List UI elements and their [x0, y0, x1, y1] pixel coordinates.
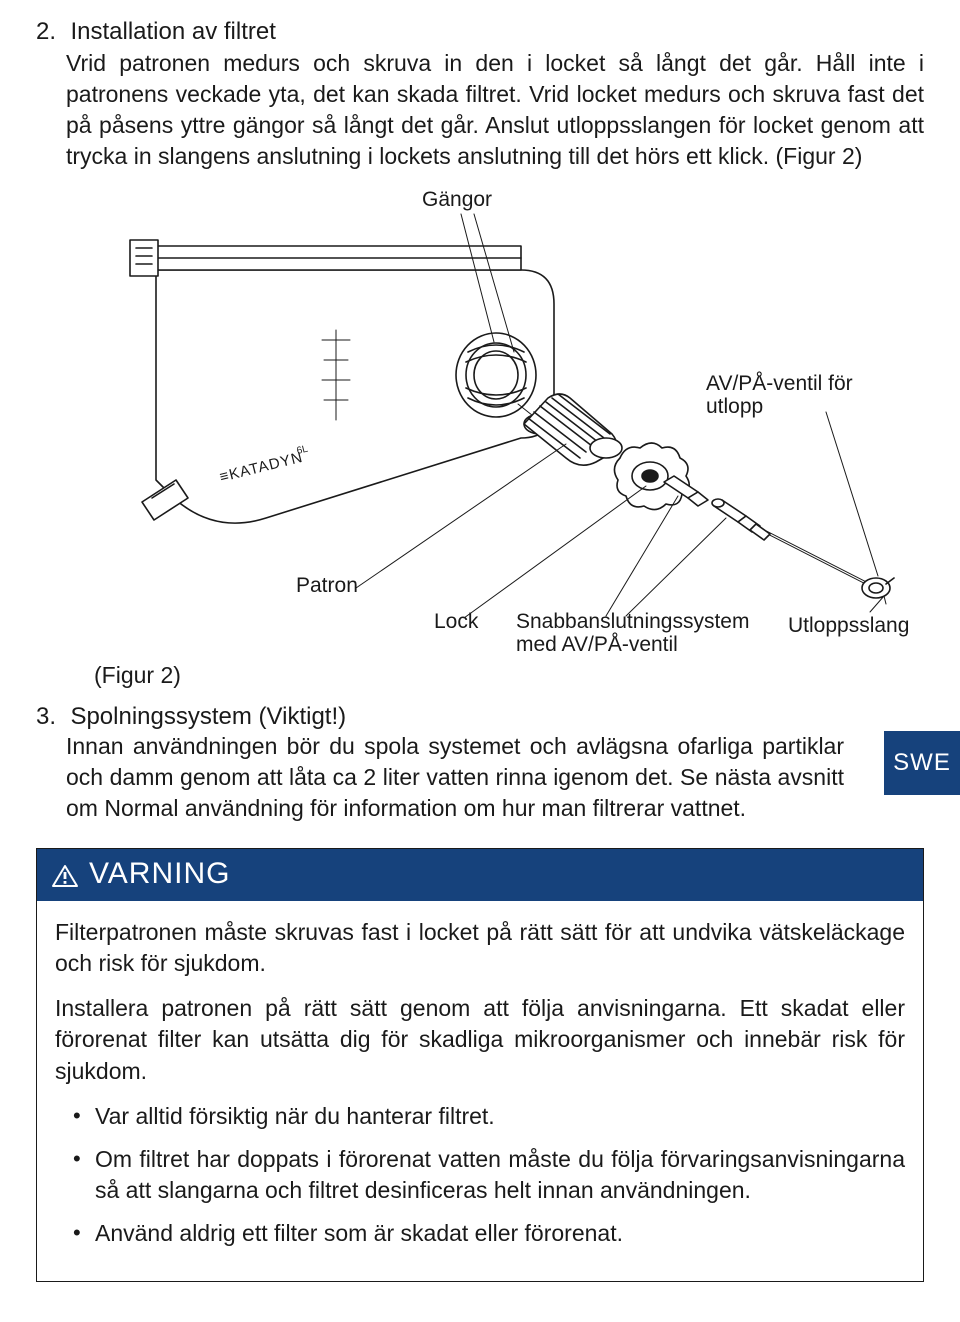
figure-label-quick-l2: med AV/PÅ-ventil — [516, 633, 678, 656]
figure-label-quick-l1: Snabbanslutningssystem — [516, 610, 749, 633]
language-tab: SWE — [884, 731, 960, 795]
warning-p1: Filterpatronen måste skruvas fast i lock… — [55, 917, 905, 979]
manual-page: 2. Installation av filtret Vrid patronen… — [0, 0, 960, 1322]
warning-box: VARNING Filterpatronen måste skruvas fas… — [36, 848, 924, 1281]
section-2-number: 2. — [36, 18, 66, 46]
section-2-body: Vrid patronen medurs och skruva in den i… — [66, 48, 924, 172]
section-3-number: 3. — [36, 703, 66, 731]
figure-label-threads: Gängor — [422, 188, 492, 211]
warning-heading: VARNING — [37, 849, 923, 901]
warning-bullet: Om filtret har doppats i förorenat vatte… — [77, 1144, 905, 1206]
figure-2-svg: ≡KATADYN 6L — [66, 180, 936, 660]
section-3-body: Innan användningen bör du spola systemet… — [66, 731, 924, 824]
figure-caption: (Figur 2) — [94, 662, 924, 689]
figure-2: ≡KATADYN 6L — [66, 180, 924, 660]
warning-bullets: Var alltid försiktig när du hanterar fil… — [55, 1101, 905, 1249]
warning-bullet: Använd aldrig ett filter som är skadat e… — [77, 1218, 905, 1249]
warning-bullet: Var alltid försiktig när du hanterar fil… — [77, 1101, 905, 1132]
figure-label-hose: Utloppsslang — [788, 614, 909, 637]
warning-p2: Installera patronen på rätt sätt genom a… — [55, 993, 905, 1086]
section-2-title: Installation av filtret — [70, 18, 275, 45]
warning-body: Filterpatronen måste skruvas fast i lock… — [37, 901, 923, 1280]
figure-label-cap: Lock — [434, 610, 478, 633]
figure-label-quick-connect: Snabbanslutningssystem med AV/PÅ-ventil — [516, 610, 749, 656]
section-2-heading: 2. Installation av filtret — [36, 18, 924, 46]
figure-label-cartridge: Patron — [296, 574, 358, 597]
warning-icon — [51, 862, 79, 886]
section-3-title: Spolningssystem (Viktigt!) — [70, 703, 346, 730]
section-3: 3. Spolningssystem (Viktigt!) Innan anvä… — [36, 703, 924, 824]
figure-label-valve: AV/PÅ-ventil för utlopp — [706, 372, 853, 418]
warning-heading-text: VARNING — [89, 857, 230, 891]
section-3-heading: 3. Spolningssystem (Viktigt!) — [36, 703, 924, 731]
